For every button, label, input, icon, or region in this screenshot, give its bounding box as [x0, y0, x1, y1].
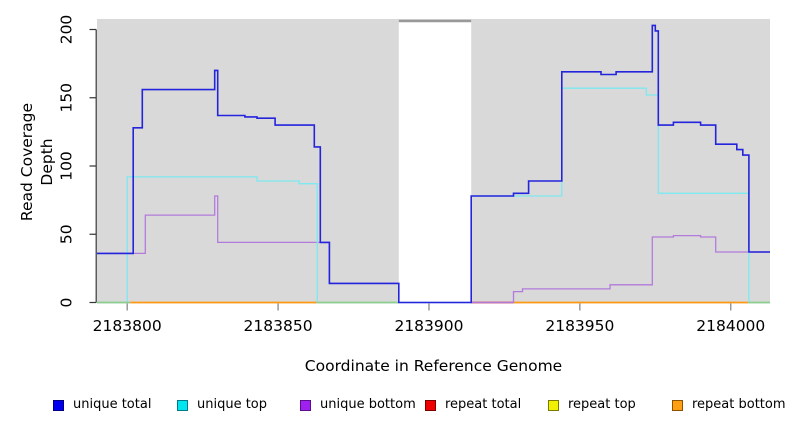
x-tick-label: 2184000 [696, 317, 765, 335]
legend-label: repeat bottom [692, 397, 786, 412]
x-axis-title: Coordinate in Reference Genome [304, 357, 563, 375]
repeat-top-swatch-icon [548, 399, 559, 411]
x-tick-label: 2183850 [244, 317, 313, 335]
legend-item-repeat-top: repeat top [548, 393, 636, 417]
y-tick-label: 50 [58, 224, 76, 244]
legend-label: unique total [73, 397, 152, 412]
series-line-unique-total [97, 24, 770, 304]
legend-label: unique bottom [320, 397, 416, 412]
y-tick-label: 200 [58, 15, 76, 45]
y-tick-label: 150 [58, 83, 76, 113]
unique-top-swatch-icon [177, 399, 188, 411]
x-tick-label: 2183900 [394, 317, 463, 335]
legend-item-unique-bottom: unique bottom [300, 393, 416, 417]
x-tick-label: 2183800 [93, 317, 162, 335]
repeat-bottom-swatch-icon [672, 399, 683, 411]
legend-label: repeat total [445, 397, 522, 412]
x-tick-label: 2183950 [545, 317, 614, 335]
unique-bottom-swatch-icon [300, 399, 311, 411]
repeat-total-swatch-icon [425, 399, 436, 411]
y-axis-title: Read Coverage Depth [18, 102, 56, 222]
legend-label: repeat top [568, 397, 636, 412]
legend-item-unique-top: unique top [177, 393, 267, 417]
unique-total-swatch-icon [53, 399, 64, 411]
y-tick-label: 0 [58, 298, 76, 308]
legend-item-repeat-bottom: repeat bottom [672, 393, 786, 417]
legend-item-unique-total: unique total [53, 393, 151, 417]
series-line-unique-bottom [97, 195, 770, 304]
masked-region [398, 20, 472, 304]
y-tick-label: 100 [58, 151, 76, 181]
chart-legend: unique total unique top unique bottom repea… [0, 393, 792, 417]
legend-label: unique top [197, 397, 268, 412]
legend-item-repeat-total: repeat total [425, 393, 521, 417]
